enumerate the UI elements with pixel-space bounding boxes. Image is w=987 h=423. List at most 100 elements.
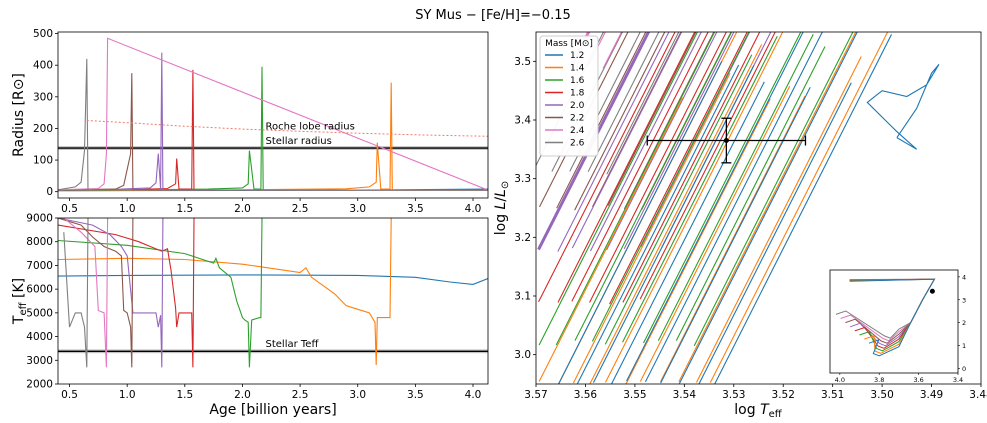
r-series-2.6 bbox=[58, 58, 488, 191]
hrd-x-tick-label: 3.55 bbox=[623, 389, 646, 401]
r-y-tick-label: 0 bbox=[46, 186, 53, 198]
t-series-2.6 bbox=[63, 218, 89, 368]
hrd-track-1.2 bbox=[698, 82, 852, 384]
t-y-tick-label: 4000 bbox=[26, 331, 53, 343]
hrd-track-1.8 bbox=[557, 32, 696, 303]
t-y-tick-label: 8000 bbox=[26, 236, 53, 248]
hrd-track-1.8 bbox=[589, 32, 727, 303]
hrd-x-tick-label: 3.48 bbox=[969, 389, 987, 401]
r-x-tick-label: 1.0 bbox=[119, 203, 136, 215]
hrd-track-1.6 bbox=[591, 32, 750, 342]
hrd-track-1.2 bbox=[576, 64, 740, 384]
legend-title: Mass [M⊙] bbox=[545, 39, 593, 49]
hrd-track-2.0 bbox=[640, 32, 751, 247]
roche-lobe-label: Roche lobe radius bbox=[266, 122, 355, 133]
hrd-track-2.0 bbox=[589, 32, 702, 252]
t-x-tick-label: 3.5 bbox=[407, 389, 424, 401]
age-x-label: Age [billion years] bbox=[209, 402, 336, 418]
hrd-track-1.6 bbox=[675, 46, 826, 341]
stellar-radius-label: Stellar radius bbox=[266, 136, 332, 147]
hrd-track-1.2 bbox=[678, 32, 858, 384]
radius-frame bbox=[57, 31, 489, 199]
r-x-tick-label: 3.5 bbox=[407, 203, 424, 215]
r-x-tick-label: 2.5 bbox=[292, 203, 309, 215]
t-series-1.6 bbox=[58, 218, 263, 368]
inset-y-tick-label: 2 bbox=[962, 319, 966, 327]
legend-items: 1.2 1.4 1.6 1.8 2.0 2.2 2.4 2.6 bbox=[545, 51, 585, 149]
r-y-tick-label: 500 bbox=[33, 28, 53, 40]
hrd-track-1.4 bbox=[709, 32, 889, 383]
hrd-track-1.2 bbox=[644, 32, 823, 383]
inset-y-tick-label: 4 bbox=[962, 273, 966, 281]
t-x-tick-label: 3.0 bbox=[349, 389, 366, 401]
inset-track-lines bbox=[835, 278, 936, 357]
radius-panel: Roche lobe radius Stellar radius 0.5 1.0 1… bbox=[11, 28, 489, 215]
t-x-tick-label: 2.5 bbox=[292, 389, 309, 401]
radius-stellar-band bbox=[58, 146, 488, 150]
hrd-track-1.2 bbox=[714, 34, 893, 384]
inset-x-tick-label: 3.8 bbox=[874, 376, 884, 384]
hrd-track-2.0 bbox=[537, 32, 651, 251]
hrd-track-2.2 bbox=[574, 32, 666, 211]
hrd-track-2.0 bbox=[557, 32, 670, 252]
teff-ticks: 0.5 1.0 1.5 2.0 2.5 3.0 3.5 4.0 2000 3000 4000 5000… bbox=[26, 213, 481, 402]
legend-label-2.6: 2.6 bbox=[570, 139, 585, 149]
hrd-track-1.2 bbox=[626, 32, 804, 382]
hrd-legend: Mass [M⊙] 1.2 1.4 1.6 1.8 2.0 2.2 2.4 2.6 bbox=[539, 35, 599, 157]
teff-stellar-band bbox=[58, 349, 488, 354]
r-x-tick-label: 2.0 bbox=[234, 203, 251, 215]
hrd-x-tick-label: 3.49 bbox=[920, 389, 943, 401]
hrd-x-tick-label: 3.53 bbox=[722, 389, 745, 401]
hrd-x-tick-label: 3.56 bbox=[574, 389, 598, 401]
hrd-track-2.6 bbox=[587, 32, 660, 172]
t-series-2.2 bbox=[58, 218, 134, 368]
hrd-y-tick-label: 3.2 bbox=[514, 232, 531, 244]
inset-ticks: 4.0 3.8 3.6 3.4 0 1 2 3 4 bbox=[835, 273, 966, 384]
teff-y-label: Teff [K] bbox=[11, 278, 29, 325]
radius-y-label: Radius [R⊙] bbox=[11, 73, 27, 157]
t-x-tick-label: 1.5 bbox=[176, 389, 193, 401]
hrd-x-tick-label: 3.54 bbox=[673, 389, 697, 401]
r-y-tick-label: 300 bbox=[33, 91, 53, 103]
radius-plot-area bbox=[58, 32, 488, 198]
hrd-track-2.6 bbox=[569, 32, 641, 172]
hrd-track-1.2 bbox=[557, 60, 723, 384]
teff-panel: Stellar Teff 0.5 1.0 1.5 2.0 2.5 3.0 3.5 4.0 200… bbox=[11, 213, 489, 418]
t-y-tick-label: 6000 bbox=[26, 284, 53, 296]
hrd-track-1.2-loop bbox=[866, 63, 940, 150]
inset-y-tick-label: 0 bbox=[962, 365, 966, 373]
r-x-tick-label: 3.0 bbox=[349, 203, 366, 215]
legend-label-1.4: 1.4 bbox=[570, 64, 585, 74]
t-y-tick-label: 7000 bbox=[26, 260, 53, 272]
hrd-track-1.6 bbox=[604, 54, 753, 345]
hrd-track-1.6 bbox=[555, 32, 716, 346]
t-y-tick-label: 9000 bbox=[26, 213, 53, 225]
t-y-tick-label: 2000 bbox=[26, 379, 53, 391]
inset-x-tick-label: 3.4 bbox=[953, 376, 963, 384]
hrd-observation-errorbar bbox=[646, 117, 807, 164]
figure-title: SY Mus − [Fe/H]=−0.15 bbox=[415, 8, 571, 23]
t-series-1.8 bbox=[58, 218, 195, 368]
t-x-tick-label: 0.5 bbox=[61, 389, 78, 401]
radius-series-lines bbox=[58, 37, 488, 192]
hrd-track-1.6 bbox=[538, 32, 699, 346]
hrd-track-1.6 bbox=[657, 34, 814, 341]
r-series-2.0 bbox=[58, 52, 488, 191]
inset-plot-area bbox=[830, 270, 958, 373]
hrd-inset: 4.0 3.8 3.6 3.4 0 1 2 3 4 bbox=[829, 269, 966, 384]
hrd-track-1.4 bbox=[625, 98, 771, 384]
hrd-track-1.8 bbox=[538, 32, 676, 303]
r-y-tick-label: 200 bbox=[33, 123, 53, 135]
t-series-2.4 bbox=[63, 218, 109, 368]
inset-track-1.2 bbox=[849, 278, 936, 357]
hrd-track-2.0 bbox=[623, 32, 735, 250]
hrd-track-1.8 bbox=[639, 32, 776, 300]
inset-observation-point bbox=[929, 288, 935, 294]
hrd-x-tick-label: 3.50 bbox=[870, 389, 893, 401]
hrd-track-lines bbox=[536, 32, 940, 384]
hrd-track-1.8 bbox=[571, 32, 709, 302]
hrd-track-1.4 bbox=[538, 97, 684, 382]
hrd-y-tick-label: 3.1 bbox=[514, 291, 531, 303]
r-x-tick-label: 0.5 bbox=[61, 203, 78, 215]
obs-point bbox=[723, 138, 729, 144]
